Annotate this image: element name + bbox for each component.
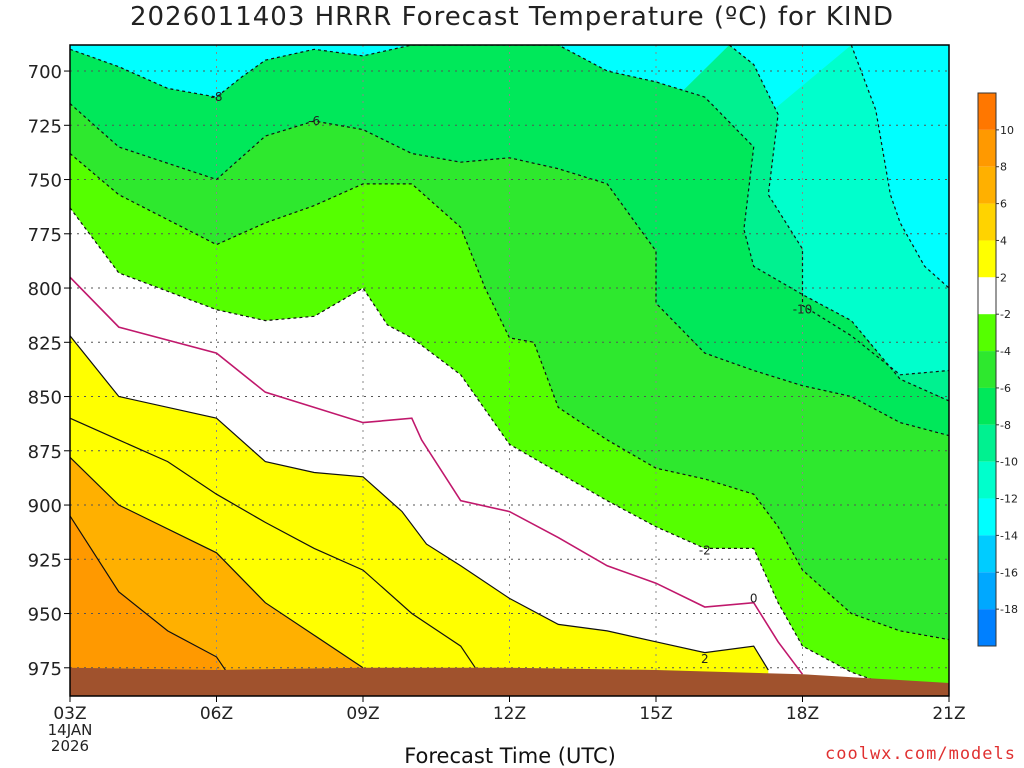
- x-axis-label: Forecast Time (UTC): [404, 744, 616, 768]
- colorbar-label: -16: [1000, 566, 1018, 579]
- contour-label: -6: [308, 114, 320, 128]
- contour-line-0: [70, 276, 804, 675]
- x-tick-label: 21Z: [932, 704, 965, 724]
- y-tick-label: 975: [28, 659, 62, 680]
- x-tick-label: 2026: [51, 737, 89, 755]
- colorbar-swatch: [978, 129, 996, 167]
- x-tick-label: 12Z: [493, 704, 526, 724]
- colorbar-swatch: [978, 461, 996, 499]
- y-tick-label: 700: [28, 62, 62, 83]
- colorbar-swatch: [978, 93, 996, 130]
- colorbar-swatch: [978, 166, 996, 204]
- chart-title: 2026011403 HRRR Forecast Temperature (ºC…: [129, 2, 895, 32]
- colorbar-label: -8: [1000, 419, 1011, 432]
- contour-line--6: [70, 103, 949, 437]
- contour-label: -10: [793, 303, 813, 317]
- x-tick-label: 18Z: [786, 704, 819, 724]
- colorbar-label: -10: [1000, 456, 1018, 469]
- y-tick-label: 850: [28, 388, 62, 409]
- contour-line-warm-0: [70, 456, 364, 669]
- y-tick-label: 925: [28, 550, 62, 571]
- colorbar-label: 6: [1000, 198, 1007, 211]
- colorbar-swatch: [978, 572, 996, 610]
- colorbar-label: 4: [1000, 234, 1007, 247]
- y-tick-label: 725: [28, 116, 62, 137]
- x-tick-label: 03Z: [53, 704, 86, 724]
- y-tick-label: 750: [28, 171, 62, 192]
- colorbar-swatch: [978, 240, 996, 278]
- y-tick-label: 800: [28, 279, 62, 300]
- y-tick-label: 825: [28, 333, 62, 354]
- contour-line--8: [70, 45, 949, 402]
- colorbar-label: 8: [1000, 161, 1007, 174]
- colorbar-swatch: [978, 277, 996, 315]
- colorbar-label: 2: [1000, 271, 1007, 284]
- colorbar-swatch: [978, 535, 996, 573]
- contour-line-warm-2: [70, 417, 476, 669]
- colorbar-label: -6: [1000, 382, 1011, 395]
- colorbar-swatch: [978, 351, 996, 388]
- x-tick-label: 14JAN: [48, 721, 93, 739]
- contour-label: -8: [211, 90, 223, 104]
- colorbar-label: -12: [1000, 493, 1018, 506]
- contour-line--12: [850, 45, 949, 289]
- contour-label: 0: [750, 591, 758, 605]
- colorbar-label: -4: [1000, 345, 1011, 358]
- colorbar-label: -18: [1000, 603, 1018, 616]
- colorbar-swatch: [978, 203, 996, 241]
- colorbar-label: -14: [1000, 529, 1018, 542]
- contour-label: -2: [699, 544, 711, 558]
- colorbar-swatch: [978, 498, 996, 536]
- contour-line-warm-1: [70, 515, 232, 679]
- x-tick-label: 15Z: [639, 704, 672, 724]
- contour-line-2: [70, 335, 769, 671]
- contour-label: 2: [701, 652, 709, 666]
- y-tick-label: 950: [28, 605, 62, 626]
- colorbar-label: -2: [1000, 308, 1011, 321]
- colorbar-swatch: [978, 424, 996, 462]
- x-tick-label: 06Z: [200, 704, 233, 724]
- colorbar-label: 10: [1000, 124, 1014, 137]
- contour-line--10: [728, 45, 949, 376]
- site-credit: coolwx.com/models: [825, 744, 1016, 764]
- ground-surface: [70, 667, 949, 696]
- y-tick-label: 900: [28, 496, 62, 517]
- x-tick-label: 09Z: [346, 704, 379, 724]
- y-tick-label: 875: [28, 442, 62, 463]
- band-warm-8: [70, 515, 232, 696]
- y-tick-label: 775: [28, 225, 62, 246]
- colorbar-swatch: [978, 609, 996, 646]
- contour-line--2: [70, 207, 949, 696]
- colorbar-swatch: [978, 314, 996, 352]
- colorbar-frame: [977, 92, 997, 647]
- colorbar-swatch: [978, 387, 996, 425]
